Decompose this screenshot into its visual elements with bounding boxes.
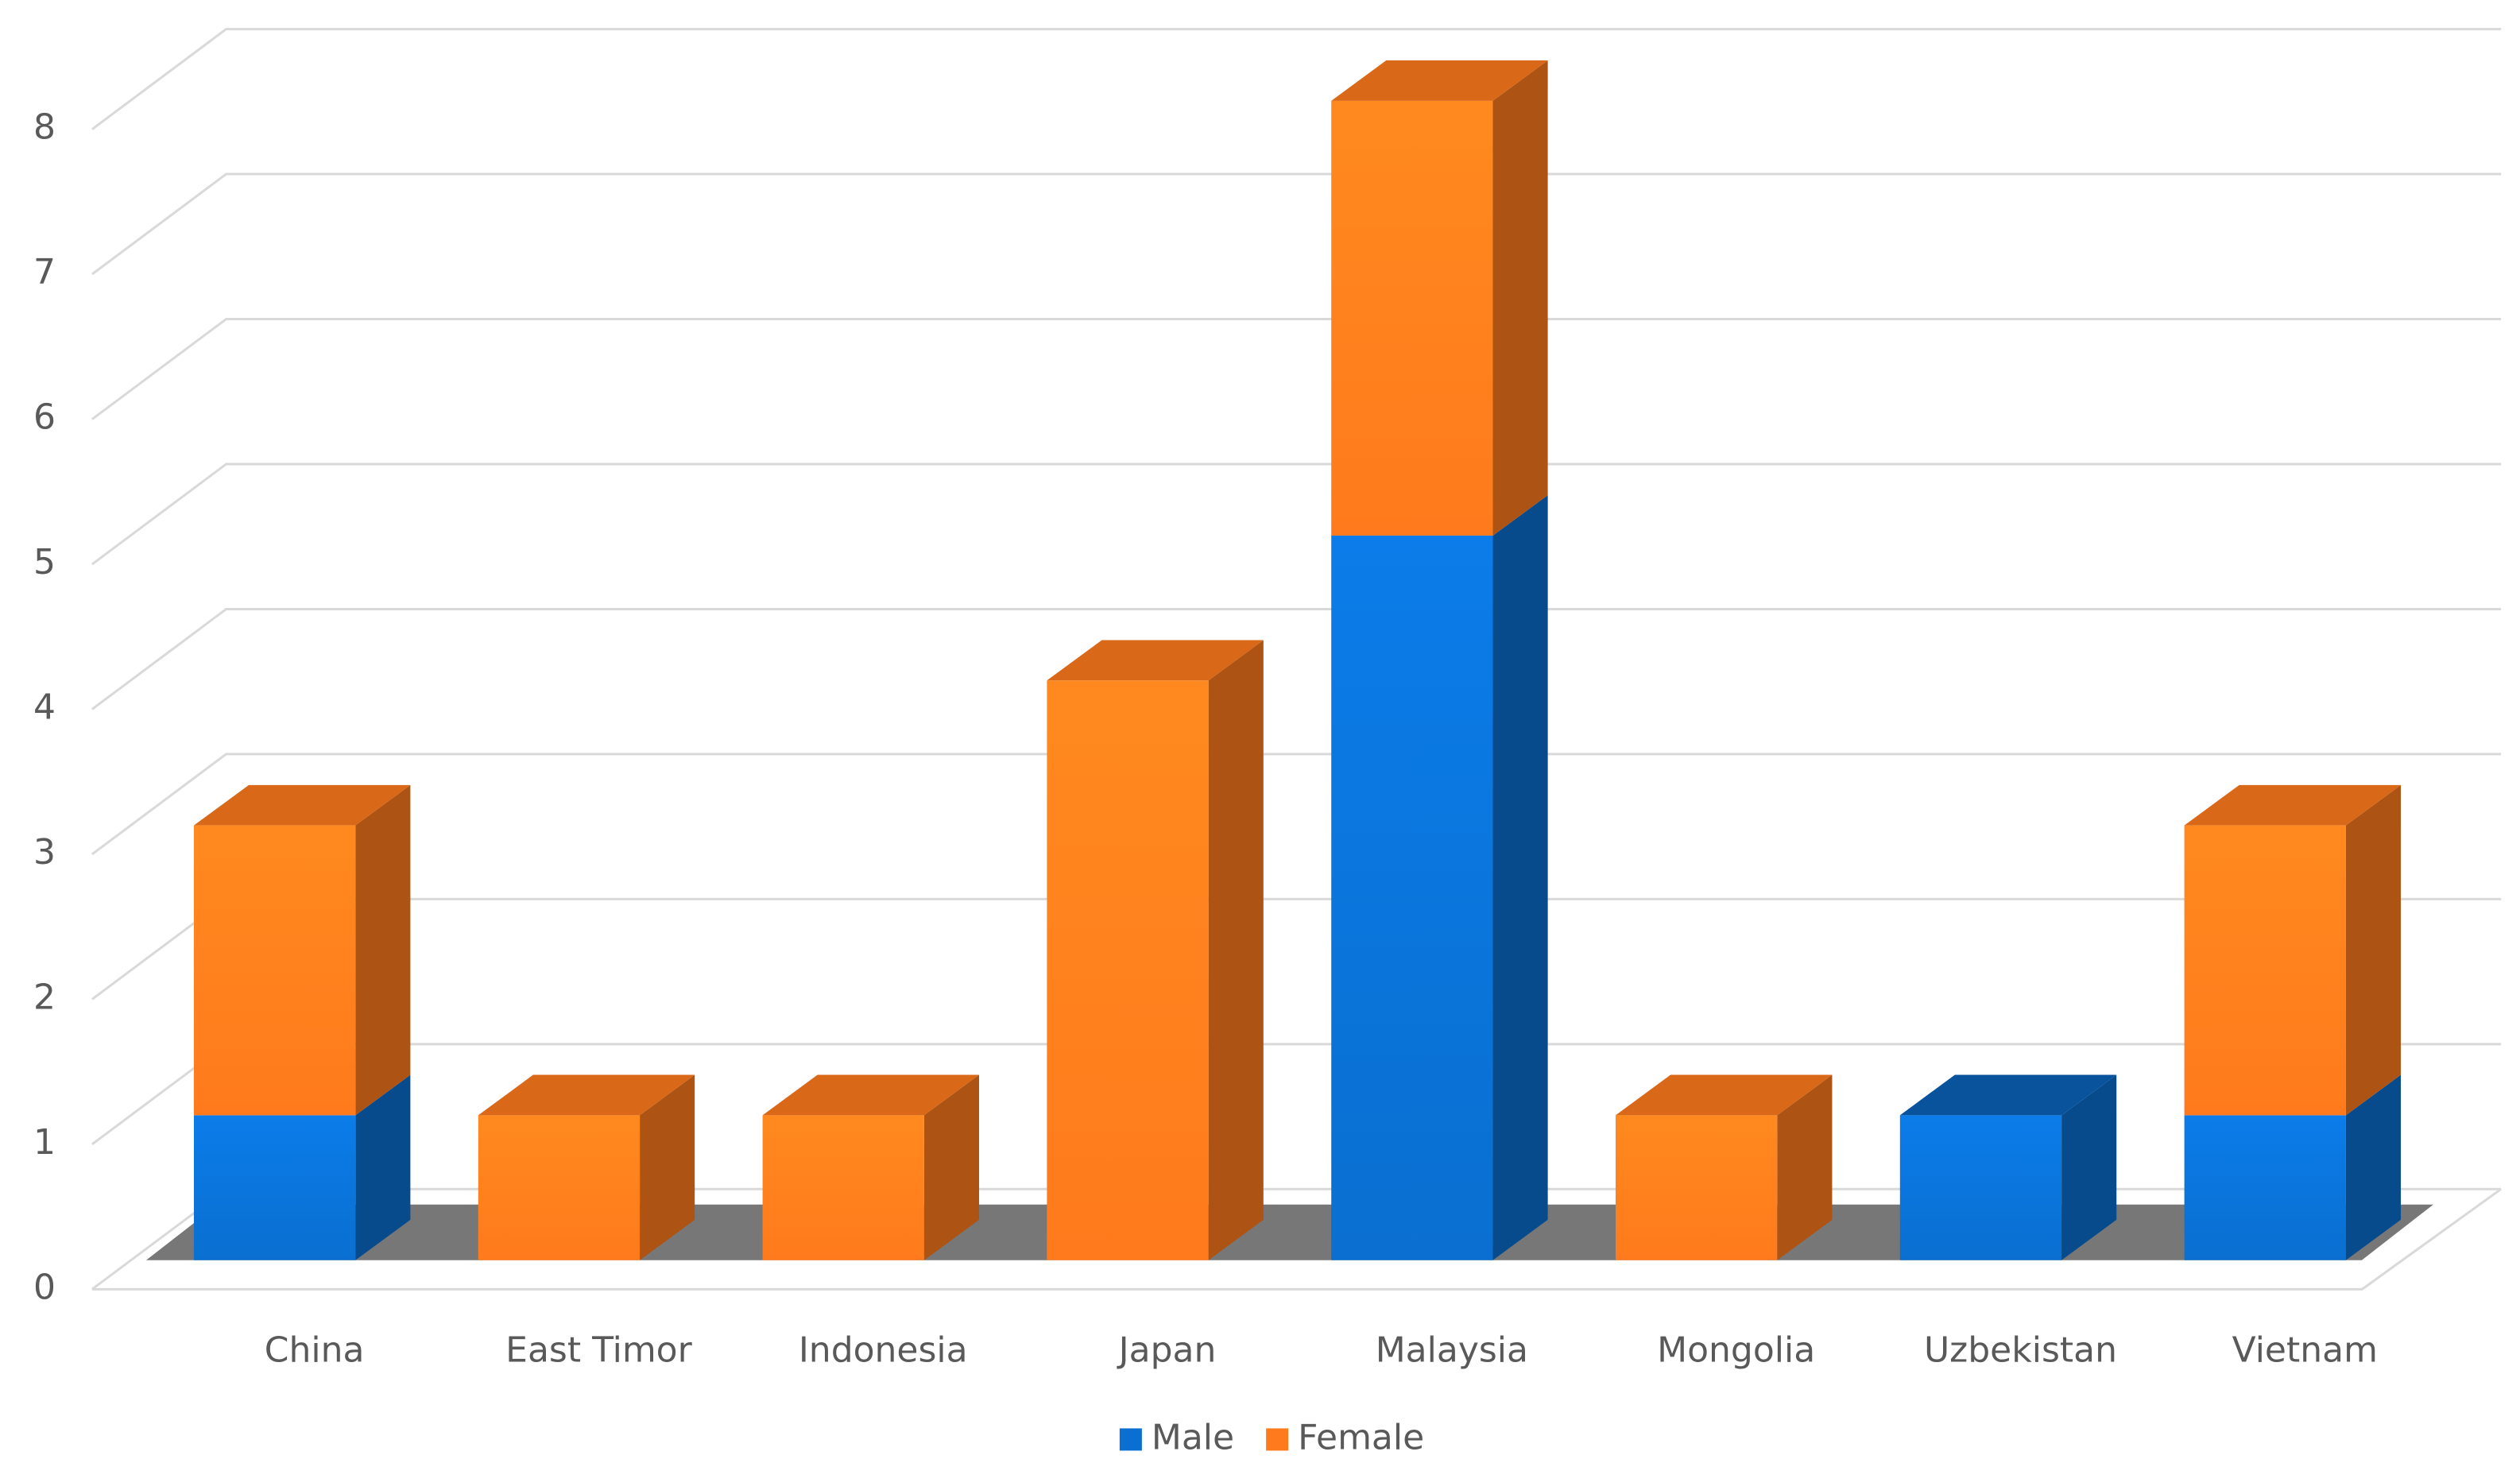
bar-segment xyxy=(1331,100,1493,536)
grid-line xyxy=(91,897,2502,1001)
y-tick-label: 4 xyxy=(33,687,56,727)
bar-side xyxy=(2345,1074,2402,1260)
x-tick-label: Vietnam xyxy=(2232,1330,2378,1371)
bar-side xyxy=(355,1074,411,1260)
y-tick-label: 8 xyxy=(33,107,56,148)
x-tick-label: China xyxy=(265,1330,365,1371)
bar-top xyxy=(1616,1074,1833,1116)
grid-line xyxy=(91,1043,2502,1146)
bar-side xyxy=(355,784,411,1116)
bar-segment xyxy=(1047,680,1209,1260)
bar-segment xyxy=(762,1115,924,1260)
bar-side xyxy=(640,1074,695,1260)
bar-segment xyxy=(193,1115,356,1260)
bar-side xyxy=(1492,60,1548,536)
x-tick-label: Indonesia xyxy=(799,1330,968,1371)
grid-line xyxy=(91,318,2502,420)
bar-segment xyxy=(1331,535,1493,1260)
y-tick-label: 1 xyxy=(33,1122,56,1163)
bar-side xyxy=(1208,640,1264,1260)
bar-side xyxy=(923,1074,979,1260)
bar-top xyxy=(2184,784,2402,826)
grid-line xyxy=(91,753,2502,856)
bar-segment xyxy=(478,1115,641,1260)
bar-segment xyxy=(2184,825,2346,1116)
grid-line xyxy=(91,607,2502,710)
bar-side xyxy=(2061,1074,2117,1260)
y-tick-label: 7 xyxy=(33,252,56,292)
bar-side xyxy=(1492,495,1548,1260)
legend-swatch xyxy=(1119,1428,1142,1451)
x-tick-label: East Timor xyxy=(505,1330,692,1371)
legend-label: Female xyxy=(1298,1417,1424,1457)
x-tick-label: Malaysia xyxy=(1376,1330,1528,1371)
grid-line xyxy=(91,172,2502,276)
floor-shadow xyxy=(145,1204,2433,1260)
bar-side xyxy=(2345,784,2402,1116)
x-tick-label: Uzbekistan xyxy=(1924,1330,2117,1371)
y-tick-label: 0 xyxy=(33,1267,56,1307)
bar-segment xyxy=(2184,1115,2346,1260)
y-tick-label: 6 xyxy=(33,397,56,438)
y-tick-label: 2 xyxy=(33,977,56,1017)
bar-segment xyxy=(1899,1115,2062,1260)
bar-top xyxy=(762,1074,979,1116)
x-tick-label: Mongolia xyxy=(1657,1330,1815,1371)
y-tick-label: 5 xyxy=(33,542,56,583)
legend-swatch xyxy=(1266,1428,1289,1451)
bar-segment xyxy=(193,825,356,1116)
legend-label: Male xyxy=(1152,1417,1234,1457)
grid-line xyxy=(91,463,2502,566)
bar-top xyxy=(1047,640,1264,681)
bar-top xyxy=(1899,1074,2117,1116)
x-tick-label: Japan xyxy=(1117,1330,1217,1371)
floor-edge xyxy=(91,1188,2502,1291)
bar-segment xyxy=(1616,1115,1778,1260)
bar-side xyxy=(1777,1074,1833,1260)
grid-line xyxy=(91,28,2502,130)
y-tick-label: 3 xyxy=(33,832,56,873)
bar-top xyxy=(193,784,411,826)
bar-top xyxy=(478,1074,695,1116)
bar-top xyxy=(1331,60,1548,101)
